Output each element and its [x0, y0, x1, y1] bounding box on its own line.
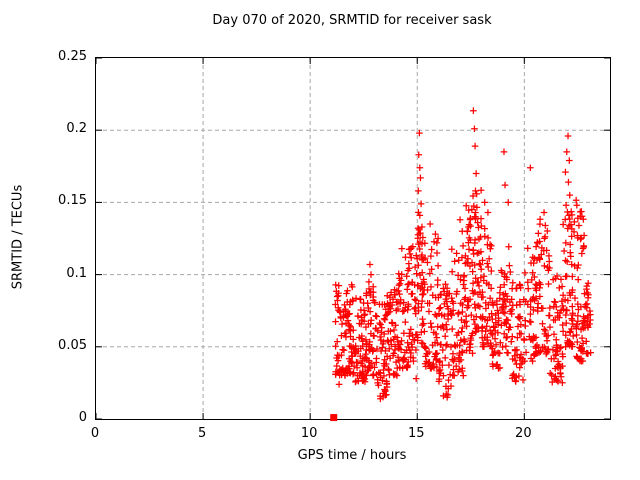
chart-title: Day 070 of 2020, SRMTID for receiver sas… — [212, 13, 492, 28]
y-tick-label: 0.1 — [66, 265, 87, 281]
y-tick-label: 0.15 — [58, 193, 87, 209]
x-tick-label: 0 — [90, 426, 100, 441]
x-tick-label: 15 — [407, 426, 425, 441]
y-tick-labels: 0 0.05 0.1 0.15 0.2 0.25 — [0, 49, 87, 425]
x-tick-labels: 0 5 10 15 20 — [91, 426, 609, 444]
x-axis-title: GPS time / hours — [297, 448, 407, 463]
scatter-svg — [95, 57, 610, 422]
y-tick-label: 0 — [78, 410, 87, 425]
y-tick-label: 0.2 — [66, 121, 87, 137]
y-tick-label: 0.05 — [58, 337, 87, 353]
plot-area — [95, 57, 611, 422]
y-tick-label: 0.25 — [58, 49, 87, 64]
x-tick-label: 10 — [300, 426, 318, 441]
x-tick-label: 20 — [515, 426, 532, 441]
x-tick-label: 5 — [197, 426, 207, 441]
